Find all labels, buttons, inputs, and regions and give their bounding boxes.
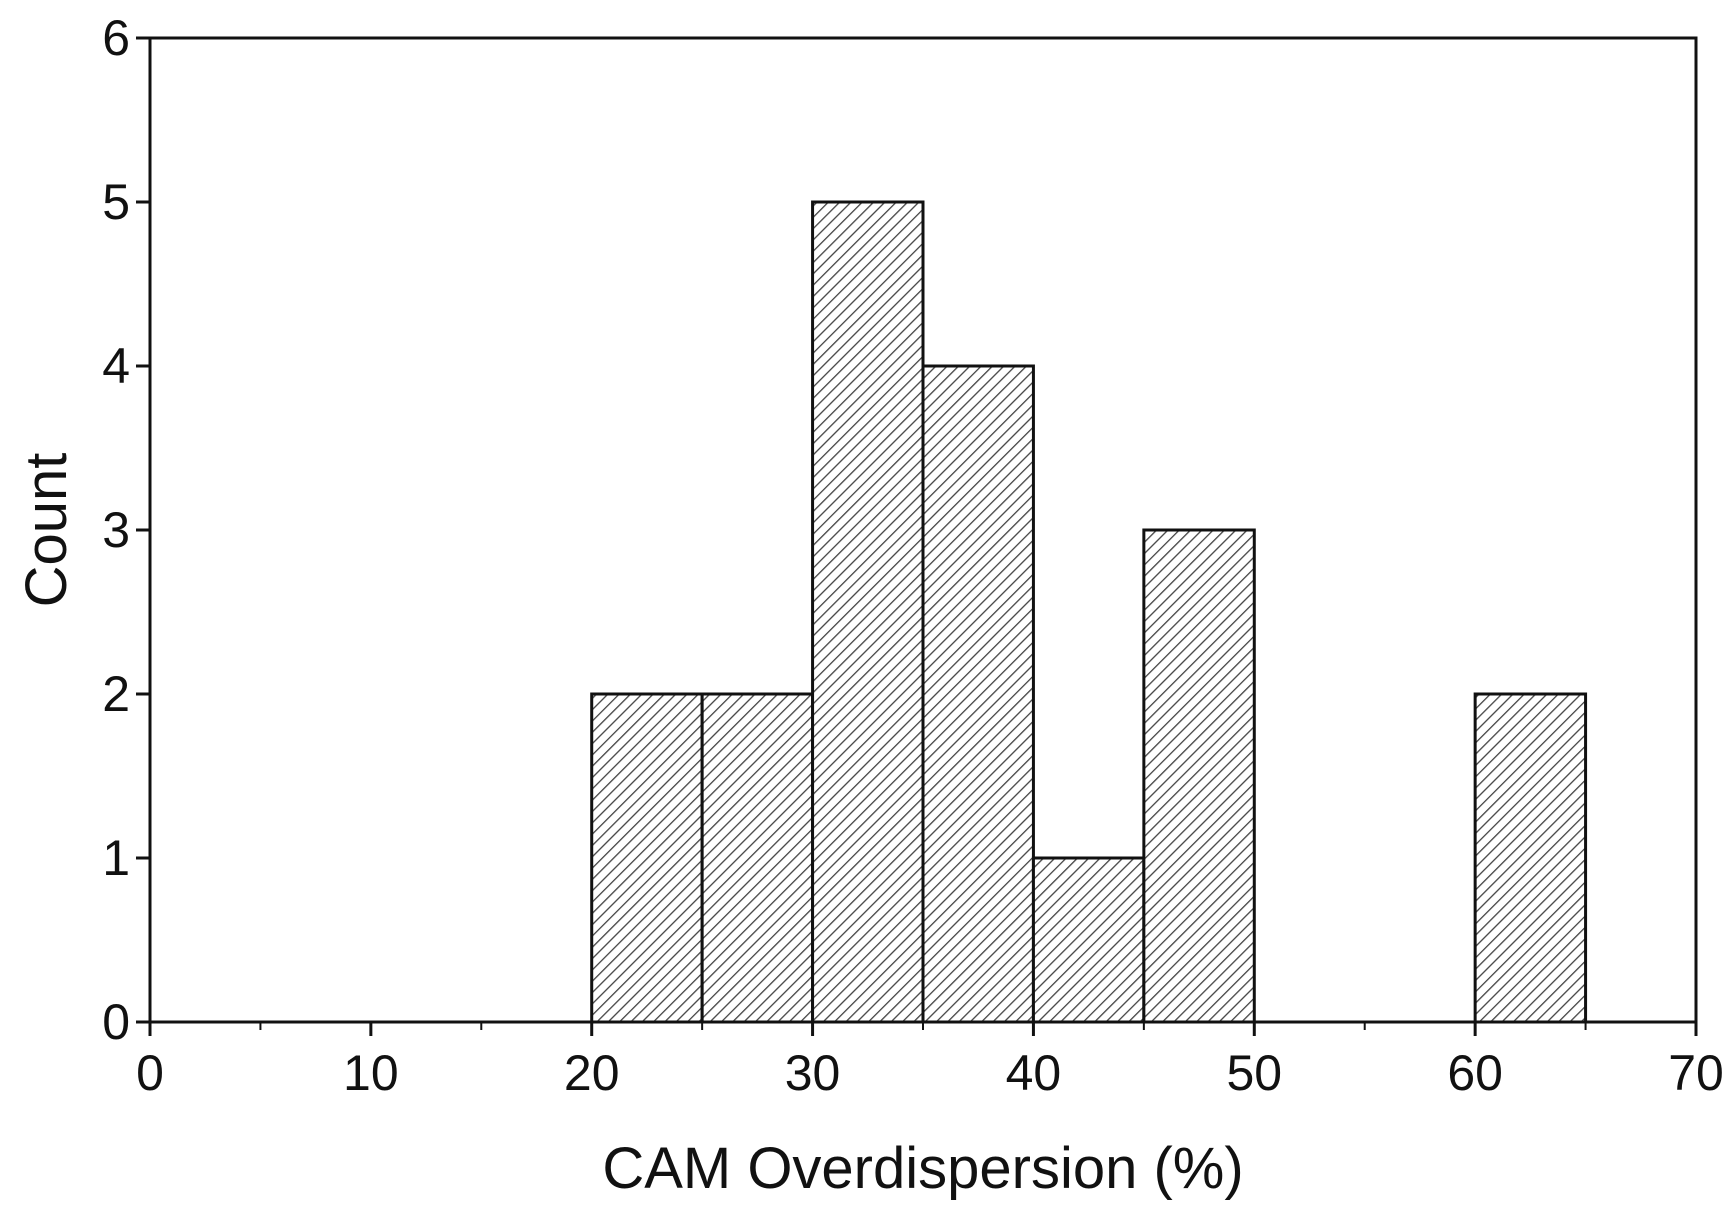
y-axis-title: Count (14, 453, 79, 608)
y-tick-label: 2 (102, 666, 130, 722)
histogram-bar-40-45 (1031, 856, 1146, 1024)
y-tick-label: 1 (102, 830, 130, 886)
y-tick-label: 0 (102, 994, 130, 1050)
x-tick-label: 70 (1668, 1045, 1724, 1101)
histogram-bar-45-50 (1142, 528, 1256, 1024)
x-tick-label: 50 (1226, 1045, 1282, 1101)
y-tick-label: 5 (102, 174, 130, 230)
axis-ticks (136, 36, 1698, 1036)
y-tick-label: 3 (102, 502, 130, 558)
bars-layer (590, 200, 1588, 1024)
x-axis-title: CAM Overdispersion (%) (602, 1136, 1243, 1201)
histogram-bar-60-65 (1473, 692, 1588, 1024)
histogram-bar-35-40 (921, 364, 1035, 1024)
x-tick-label: 30 (785, 1045, 841, 1101)
tick-labels: 0 10 20 30 40 50 60 70 0 1 2 3 4 5 6 (102, 10, 1724, 1101)
histogram-bar-25-30 (700, 692, 815, 1024)
y-tick-label: 4 (102, 338, 130, 394)
histogram-bar-30-35 (811, 200, 925, 1024)
x-tick-label: 0 (136, 1045, 164, 1101)
x-tick-label: 40 (1006, 1045, 1062, 1101)
histogram-bar-20-25 (590, 692, 704, 1024)
x-tick-label: 60 (1447, 1045, 1503, 1101)
y-tick-label: 6 (102, 10, 130, 66)
x-tick-label: 20 (564, 1045, 620, 1101)
x-tick-label: 10 (343, 1045, 399, 1101)
